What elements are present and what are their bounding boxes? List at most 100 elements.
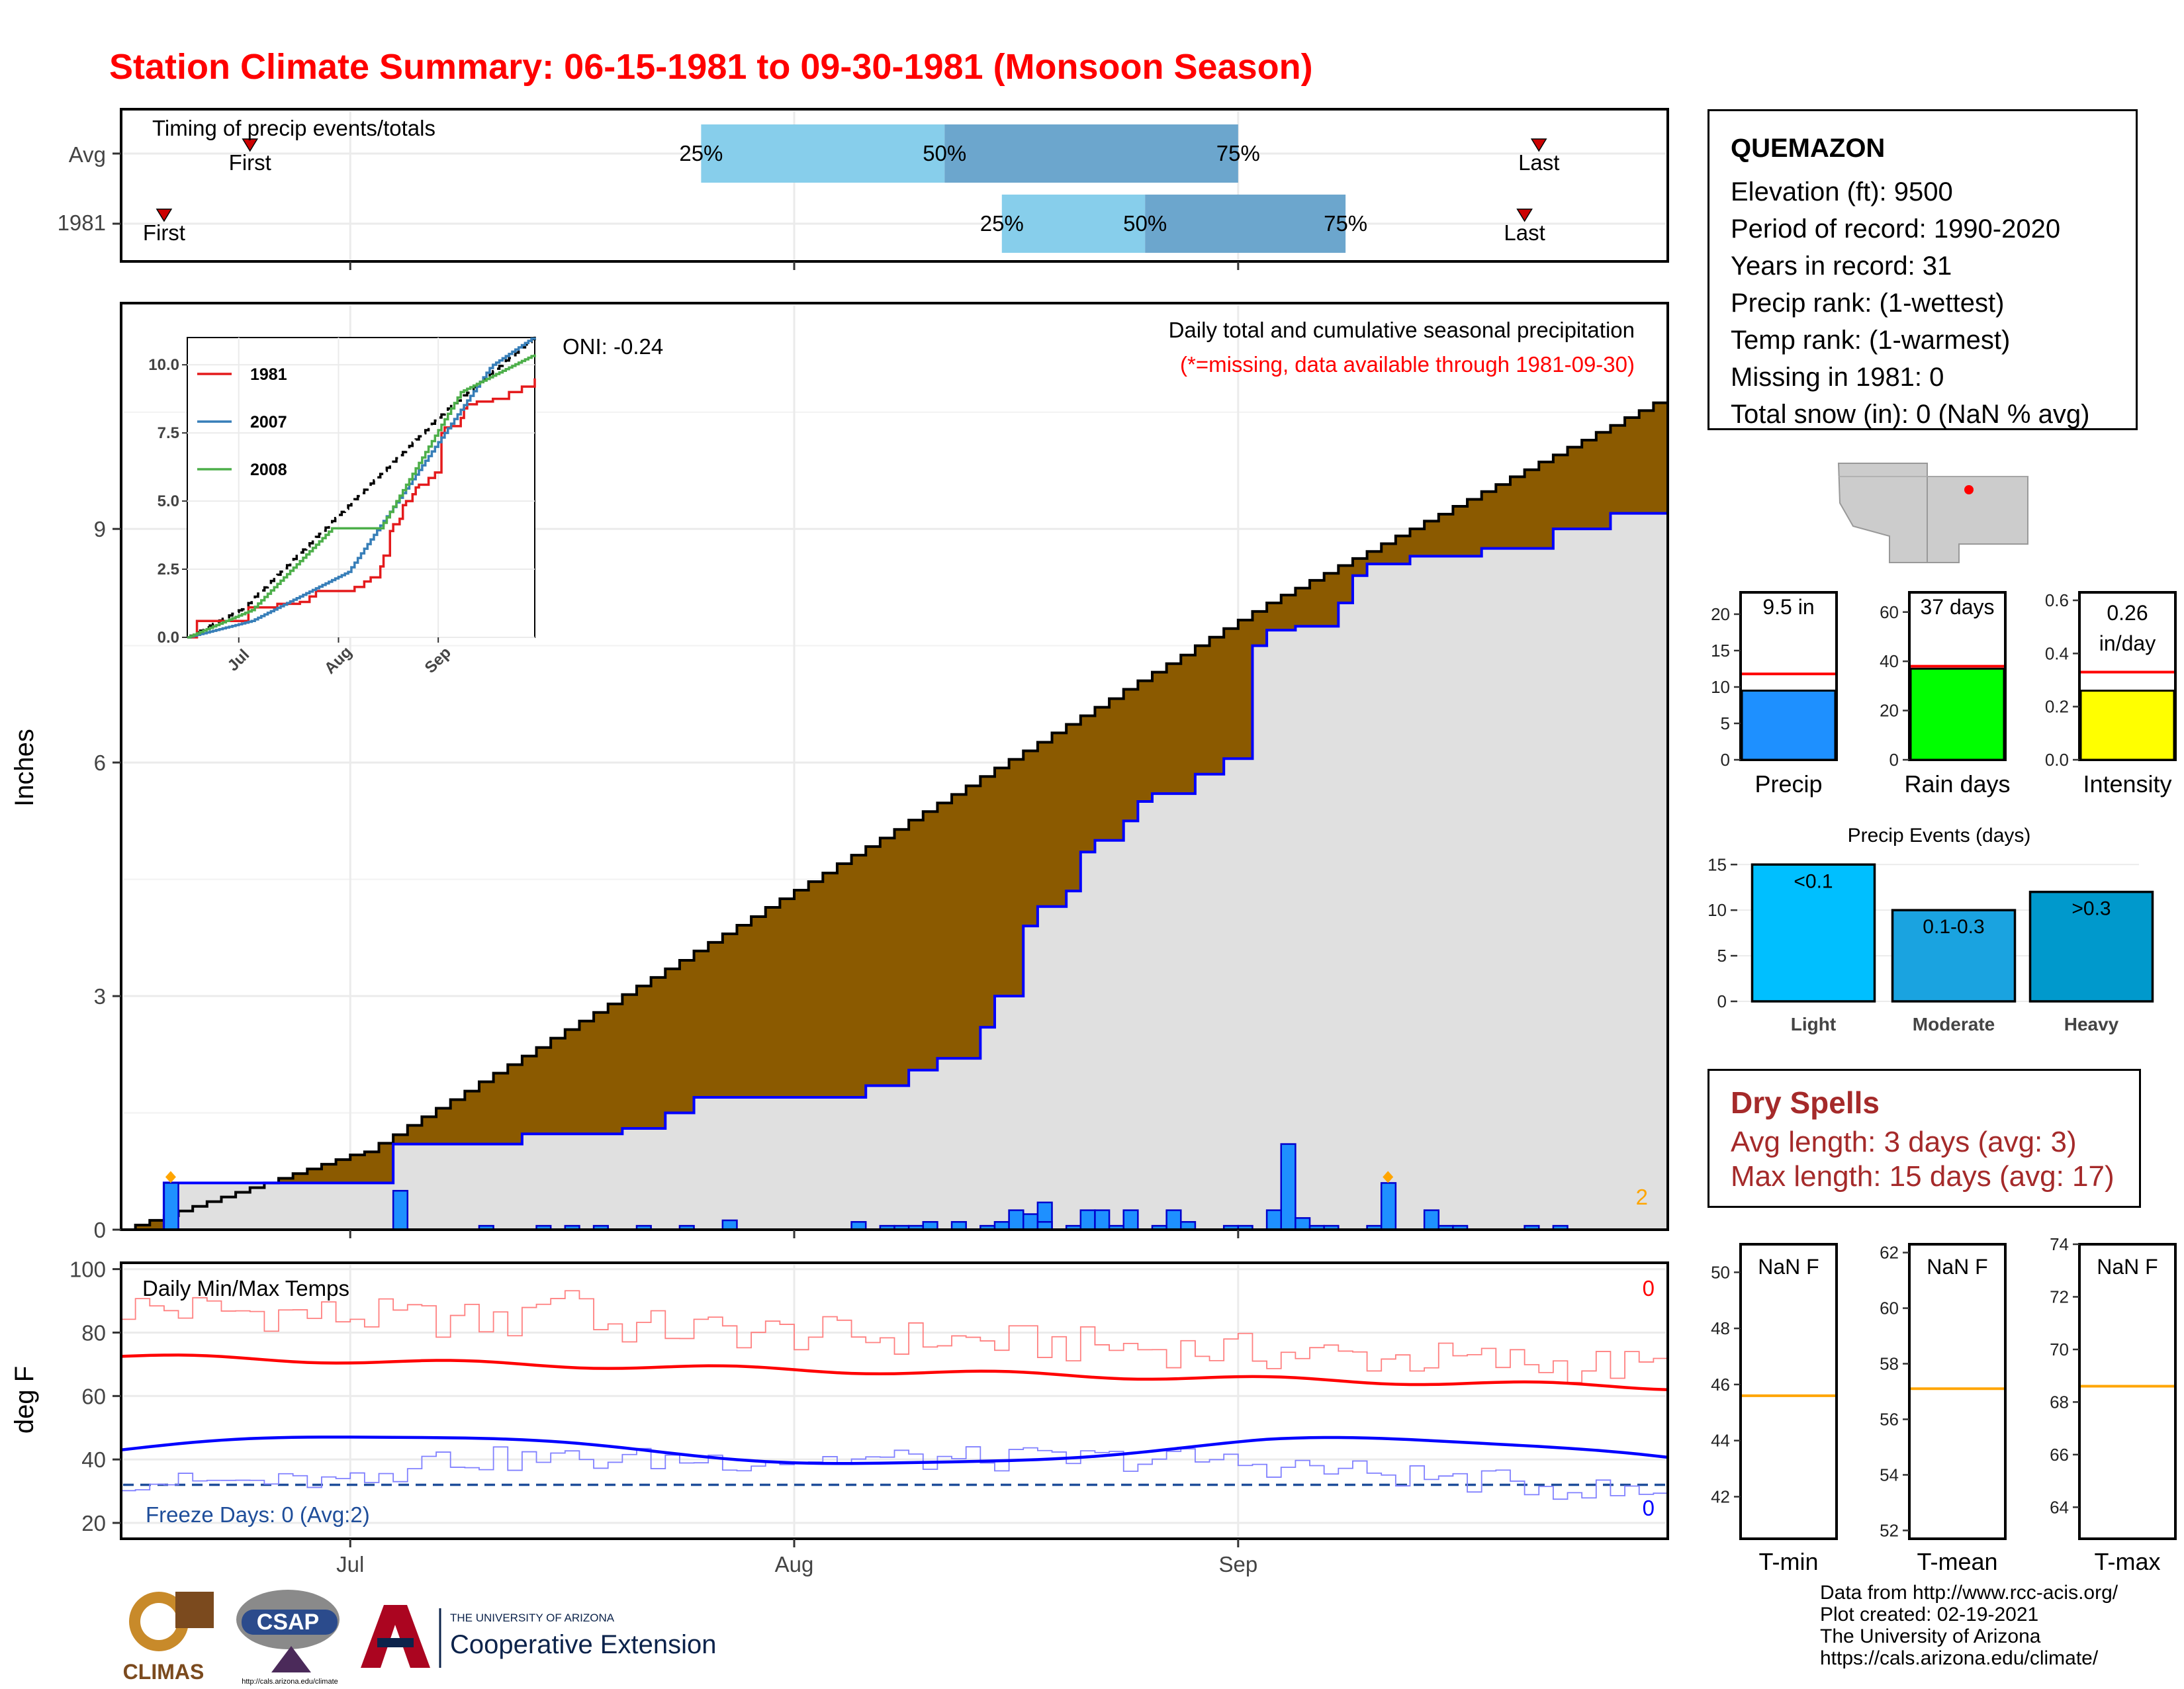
inset-y-tick-label: 10.0 <box>148 356 179 374</box>
cumulative-year-area <box>121 490 1668 1230</box>
station-elevation: Elevation (ft): 9500 <box>1731 177 1953 206</box>
temp-bar-tick-label: 54 <box>1880 1465 1899 1484</box>
timing-panel: 25% 50% 75% First Last 25% 50% 75% First Last Tim… <box>58 108 1669 270</box>
precip-events-tick-label: 10 <box>1707 900 1727 920</box>
temp-bar-tick-label: 64 <box>2050 1497 2069 1517</box>
daily-precip-bar <box>163 1182 179 1231</box>
heavy-event-marker <box>1383 1171 1394 1183</box>
summary-bar-tick-label: 0 <box>1721 750 1730 770</box>
precip-events-tick-label: 5 <box>1717 946 1727 966</box>
ua-logo-bottom-text: Cooperative Extension <box>450 1630 716 1659</box>
temp-bar-tick-label: 56 <box>1880 1409 1899 1429</box>
ua-logo-top-text: THE UNIVERSITY OF ARIZONA <box>450 1612 615 1624</box>
daily-precip-bar <box>1023 1213 1039 1231</box>
freeze-days-label: Freeze Days: 0 (Avg:2) <box>146 1502 370 1527</box>
temp-bar-tick-label: 52 <box>1880 1520 1899 1540</box>
avg-max-temp-line <box>120 1353 1668 1392</box>
temp-max-count: 0 <box>1643 1276 1655 1301</box>
precip-y-tick-label: 9 <box>94 517 106 541</box>
inset-legend-label: 2007 <box>250 413 287 432</box>
summary-bar-tick-label: 0 <box>1889 750 1899 770</box>
cumulative-year-line <box>121 490 1669 1231</box>
temp-bar-tick-label: 62 <box>1880 1243 1899 1263</box>
station-period: Period of record: 1990-2020 <box>1731 214 2061 244</box>
csap-logo-text: CSAP <box>257 1610 319 1635</box>
timing-percent-label: 25% <box>679 141 723 165</box>
inset-y-tick-label: 2.5 <box>158 561 179 578</box>
temp-bar-tick-label: 66 <box>2050 1445 2069 1465</box>
station-years: Years in record: 31 <box>1731 251 1952 281</box>
timing-percent-label: 25% <box>980 211 1024 236</box>
timing-marker-label: First <box>229 150 271 175</box>
station-missing: Missing in 1981: 0 <box>1731 363 1944 392</box>
precip-panel-title: Daily total and cumulative seasonal prec… <box>1169 318 1635 342</box>
precip-events-tick-label: 0 <box>1717 991 1727 1011</box>
ua-logo: THE UNIVERSITY OF ARIZONA Cooperative Ex… <box>357 1602 741 1674</box>
temp-panel-title: Daily Min/Max Temps <box>142 1276 349 1301</box>
timing-bar-50-75 <box>1145 195 1346 253</box>
climas-logo: CLIMAS <box>109 1585 218 1684</box>
summary-bar-tick-label: 20 <box>1880 701 1899 721</box>
dry-spells-max: Max length: 15 days (avg: 17) <box>1731 1160 2115 1193</box>
temp-panel: Daily Min/Max Temps 0 0 Freeze Days: 0 (… <box>10 1257 1669 1576</box>
precip-events-bar-label: <0.1 <box>1794 870 1833 892</box>
precip-y-tick-label: 0 <box>94 1218 106 1242</box>
temp-bar-frame <box>1739 1243 1838 1540</box>
summary-bar-value <box>2079 690 2175 761</box>
station-location-dot <box>1964 485 1974 494</box>
climas-logo-text: CLIMAS <box>123 1660 205 1684</box>
cumulative-average-line <box>121 396 1669 1231</box>
daily-precip-bar <box>1165 1209 1182 1231</box>
summary-bar-value-label: 0.26 <box>2107 601 2148 625</box>
heavy-event-marker <box>165 1171 176 1183</box>
summary-bar-tick-label: 20 <box>1711 604 1730 624</box>
timing-marker <box>1530 138 1547 152</box>
timing-marker <box>242 138 259 152</box>
temp-bar-tick-label: 44 <box>1711 1431 1730 1451</box>
precip-y-tick-label: 6 <box>94 751 106 775</box>
precip-panel-subtitle: (*=missing, data available through 1981-… <box>1180 352 1635 377</box>
dry-spells-box: Dry Spells Avg length: 3 days (avg: 3) M… <box>1707 1069 2141 1208</box>
inset-y-tick-label: 7.5 <box>158 424 179 442</box>
temp-bar-tick-label: 50 <box>1711 1262 1730 1282</box>
credit-line: Plot created: 02-19-2021 <box>1820 1604 2039 1625</box>
station-precip-rank: Precip rank: (1-wettest) <box>1731 289 2005 318</box>
temp-bar-name: T-min <box>1759 1548 1819 1575</box>
precip-events-bar <box>1891 909 2017 1003</box>
precip-events-tick-label: 15 <box>1707 854 1727 874</box>
summary-bar-tick-label: 0.2 <box>2045 697 2069 717</box>
timing-percent-label: 75% <box>1216 141 1260 165</box>
timing-percent-label: 75% <box>1324 211 1367 236</box>
timing-marker <box>156 208 173 222</box>
summary-bar-tick-label: 0.4 <box>2045 643 2069 663</box>
avg-min-temp-line <box>120 1436 1668 1465</box>
daily-precip-bar <box>1008 1209 1024 1231</box>
credit-line: Data from http://www.rcc-acis.org/ <box>1820 1582 2118 1604</box>
precip-events-bar-label: 0.1-0.3 <box>1923 916 1984 938</box>
dry-spells-title: Dry Spells <box>1731 1085 1880 1120</box>
summary-bar-tick-label: 15 <box>1711 641 1730 661</box>
daily-precip-bar <box>1265 1209 1282 1231</box>
temp-y-tick-label: 40 <box>81 1447 106 1472</box>
daily-precip-bar <box>1094 1209 1111 1231</box>
page-title: Station Climate Summary: 06-15-1981 to 0… <box>109 47 1313 87</box>
summary-bar-tick-label: 0.0 <box>2045 750 2069 770</box>
temp-bar-value-label: NaN F <box>1758 1255 1819 1279</box>
temp-bar-frame <box>2078 1243 2177 1540</box>
inset-y-tick-label: 5.0 <box>158 492 179 510</box>
inset-series-line <box>187 354 536 639</box>
timing-percent-label: 50% <box>1123 211 1167 236</box>
precip-events-bar <box>1751 863 1876 1003</box>
inset-legend-label: 1981 <box>250 365 287 384</box>
precip-events-category: Moderate <box>1913 1014 1995 1034</box>
precip-count-label: 2 <box>1636 1185 1648 1209</box>
dry-spells-avg: Avg length: 3 days (avg: 3) <box>1731 1126 2077 1158</box>
summary-bar-value-label: 9.5 in <box>1762 595 1814 619</box>
credits: Data from http://www.rcc-acis.org/ Plot … <box>1820 1582 2118 1669</box>
daily-precip-bar <box>392 1189 409 1231</box>
credit-line: The University of Arizona <box>1820 1625 2041 1647</box>
summary-bar-name: Precip <box>1754 770 1822 798</box>
station-temp-rank: Temp rank: (1-warmest) <box>1731 326 2011 355</box>
temp-y-tick-label: 100 <box>69 1257 106 1282</box>
timing-marker-label: Last <box>1518 150 1559 175</box>
